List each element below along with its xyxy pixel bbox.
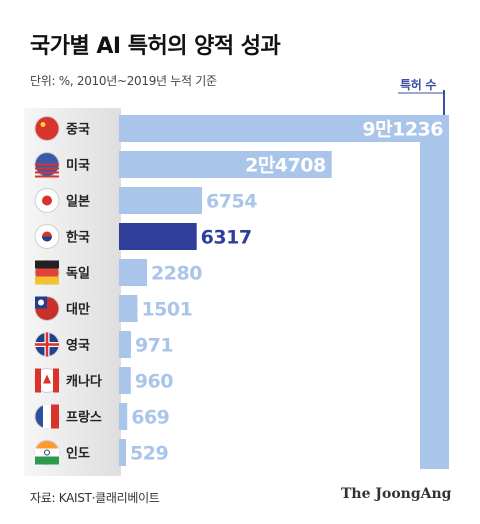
bar-2 [119, 187, 203, 214]
bar-1 [119, 151, 332, 178]
category-label-3: 한국 [66, 230, 90, 246]
value-label-3: 6317 [201, 227, 252, 249]
bar-6 [119, 331, 131, 358]
chart-subtitle: 단위: %, 2010년~2019년 누적 기준 [30, 74, 217, 88]
category-label-9: 인도 [66, 446, 90, 462]
uk-flag-icon [34, 332, 60, 357]
korea-flag-icon [34, 224, 60, 249]
category-label-8: 프랑스 [66, 411, 102, 426]
category-label-0: 중국 [66, 123, 90, 138]
chart-title: 국가별 AI 특허의 양적 성과 [30, 34, 281, 59]
value-label-9: 529 [130, 443, 168, 465]
category-label-4: 독일 [66, 267, 90, 282]
category-label-6: 영국 [66, 339, 90, 354]
france-flag-icon [34, 404, 60, 429]
category-label-1: 미국 [66, 158, 90, 174]
germany-flag-icon [34, 260, 60, 285]
category-label-5: 대만 [66, 302, 90, 318]
source-note: 자료: KAIST·클래리베이트 [30, 491, 160, 505]
category-label-7: 캐나다 [66, 374, 102, 390]
usa-flag-icon [34, 152, 60, 178]
brand-logo: The JoongAng [341, 486, 452, 502]
canada-flag-icon [34, 368, 60, 393]
bar-4 [119, 259, 148, 286]
value-label-5: 1501 [141, 299, 192, 321]
value-label-7: 960 [135, 371, 173, 393]
bar-9 [119, 439, 126, 466]
bar-5 [119, 295, 138, 322]
bar-7 [119, 367, 131, 394]
value-label-6: 971 [135, 335, 173, 357]
bar-8 [119, 403, 128, 430]
value-label-4: 2280 [151, 263, 202, 285]
value-label-0: 9만1236 [362, 119, 443, 141]
taiwan-flag-icon [34, 296, 60, 321]
bar-3 [119, 223, 197, 250]
category-label-2: 일본 [66, 195, 90, 210]
value-label-2: 6754 [206, 191, 257, 213]
legend-label: 특허 수 [400, 78, 437, 92]
value-label-1: 2만4708 [245, 155, 326, 177]
india-flag-icon [34, 440, 60, 465]
value-label-8: 669 [131, 407, 169, 429]
china-flag-icon [34, 116, 60, 141]
japan-flag-icon [34, 188, 60, 213]
